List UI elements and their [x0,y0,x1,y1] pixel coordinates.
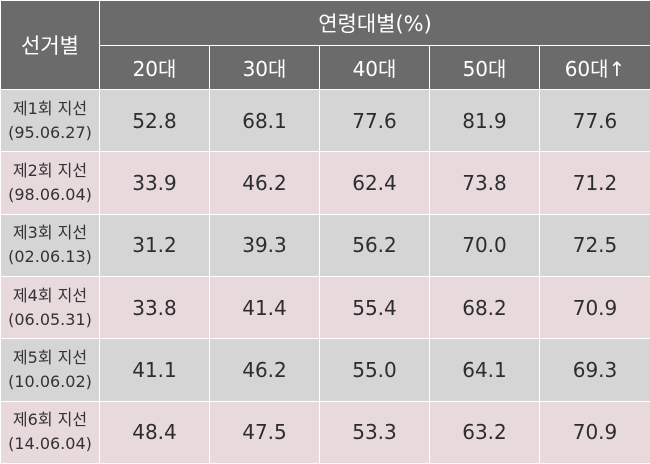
election-cell: 제6회 지선 (14.06.04) [0,400,100,464]
turnout-value: 70.9 [538,275,650,340]
turnout-value: 31.2 [99,213,210,277]
turnout-value: 77.6 [538,88,650,153]
table-row: 제5회 지선 (10.06.02) 41.1 46.2 55.0 64.1 69… [0,338,650,402]
turnout-value: 62.4 [319,151,430,215]
age-30s-header: 30대 [209,45,320,90]
turnout-value: 71.2 [538,151,650,215]
turnout-value: 46.2 [209,338,320,402]
turnout-value: 47.5 [209,400,320,464]
election-date: (14.06.04) [8,434,92,454]
turnout-value: 70.0 [429,213,540,277]
election-name: 제4회 지선 [12,285,88,305]
turnout-value: 64.1 [429,338,540,402]
election-column-header: 선거별 [0,0,100,90]
turnout-value: 41.4 [209,275,320,340]
table-row: 제3회 지선 (02.06.13) 31.2 39.3 56.2 70.0 72… [0,213,650,277]
turnout-value: 77.6 [319,88,430,153]
age-group-header: 연령대별(%) [98,0,650,46]
turnout-value: 53.3 [319,400,430,464]
turnout-value: 68.2 [429,275,540,340]
turnout-value: 39.3 [209,213,320,277]
table-row: 제1회 지선 (95.06.27) 52.8 68.1 77.6 81.9 77… [0,88,650,153]
age-20s-header: 20대 [99,45,210,90]
election-name: 제6회 지선 [12,410,88,430]
age-60s-plus-header: 60대↑ [538,45,650,90]
election-cell: 제3회 지선 (02.06.13) [0,213,100,277]
election-cell: 제1회 지선 (95.06.27) [0,88,100,153]
election-cell: 제5회 지선 (10.06.02) [0,338,100,402]
election-name: 제3회 지선 [12,223,88,243]
election-name: 제2회 지선 [12,160,88,180]
table-row: 제2회 지선 (98.06.04) 33.9 46.2 62.4 73.8 71… [0,151,650,215]
age-40s-header: 40대 [319,45,430,90]
election-date: (06.05.31) [8,309,92,329]
turnout-value: 73.8 [429,151,540,215]
turnout-value: 41.1 [99,338,210,402]
turnout-value: 81.9 [429,88,540,153]
turnout-value: 52.8 [99,88,210,153]
election-date: (98.06.04) [8,184,92,204]
turnout-value: 55.0 [319,338,430,402]
turnout-value: 33.8 [99,275,210,340]
election-name: 제1회 지선 [12,98,88,118]
turnout-value: 70.9 [538,400,650,464]
election-cell: 제4회 지선 (06.05.31) [0,275,100,340]
election-date: (02.06.13) [8,247,92,267]
turnout-value: 63.2 [429,400,540,464]
turnout-value: 33.9 [99,151,210,215]
table-row: 제4회 지선 (06.05.31) 33.8 41.4 55.4 68.2 70… [0,275,650,340]
turnout-value: 68.1 [209,88,320,153]
turnout-value: 72.5 [538,213,650,277]
election-cell: 제2회 지선 (98.06.04) [0,151,100,215]
turnout-value: 48.4 [99,400,210,464]
turnout-value: 46.2 [209,151,320,215]
turnout-value: 55.4 [319,275,430,340]
election-date: (10.06.02) [8,371,92,391]
table-row: 제6회 지선 (14.06.04) 48.4 47.5 53.3 63.2 70… [0,400,650,464]
election-name: 제5회 지선 [12,347,88,367]
turnout-value: 69.3 [538,338,650,402]
turnout-value: 56.2 [319,213,430,277]
age-50s-header: 50대 [429,45,540,90]
election-date: (95.06.27) [8,122,92,142]
